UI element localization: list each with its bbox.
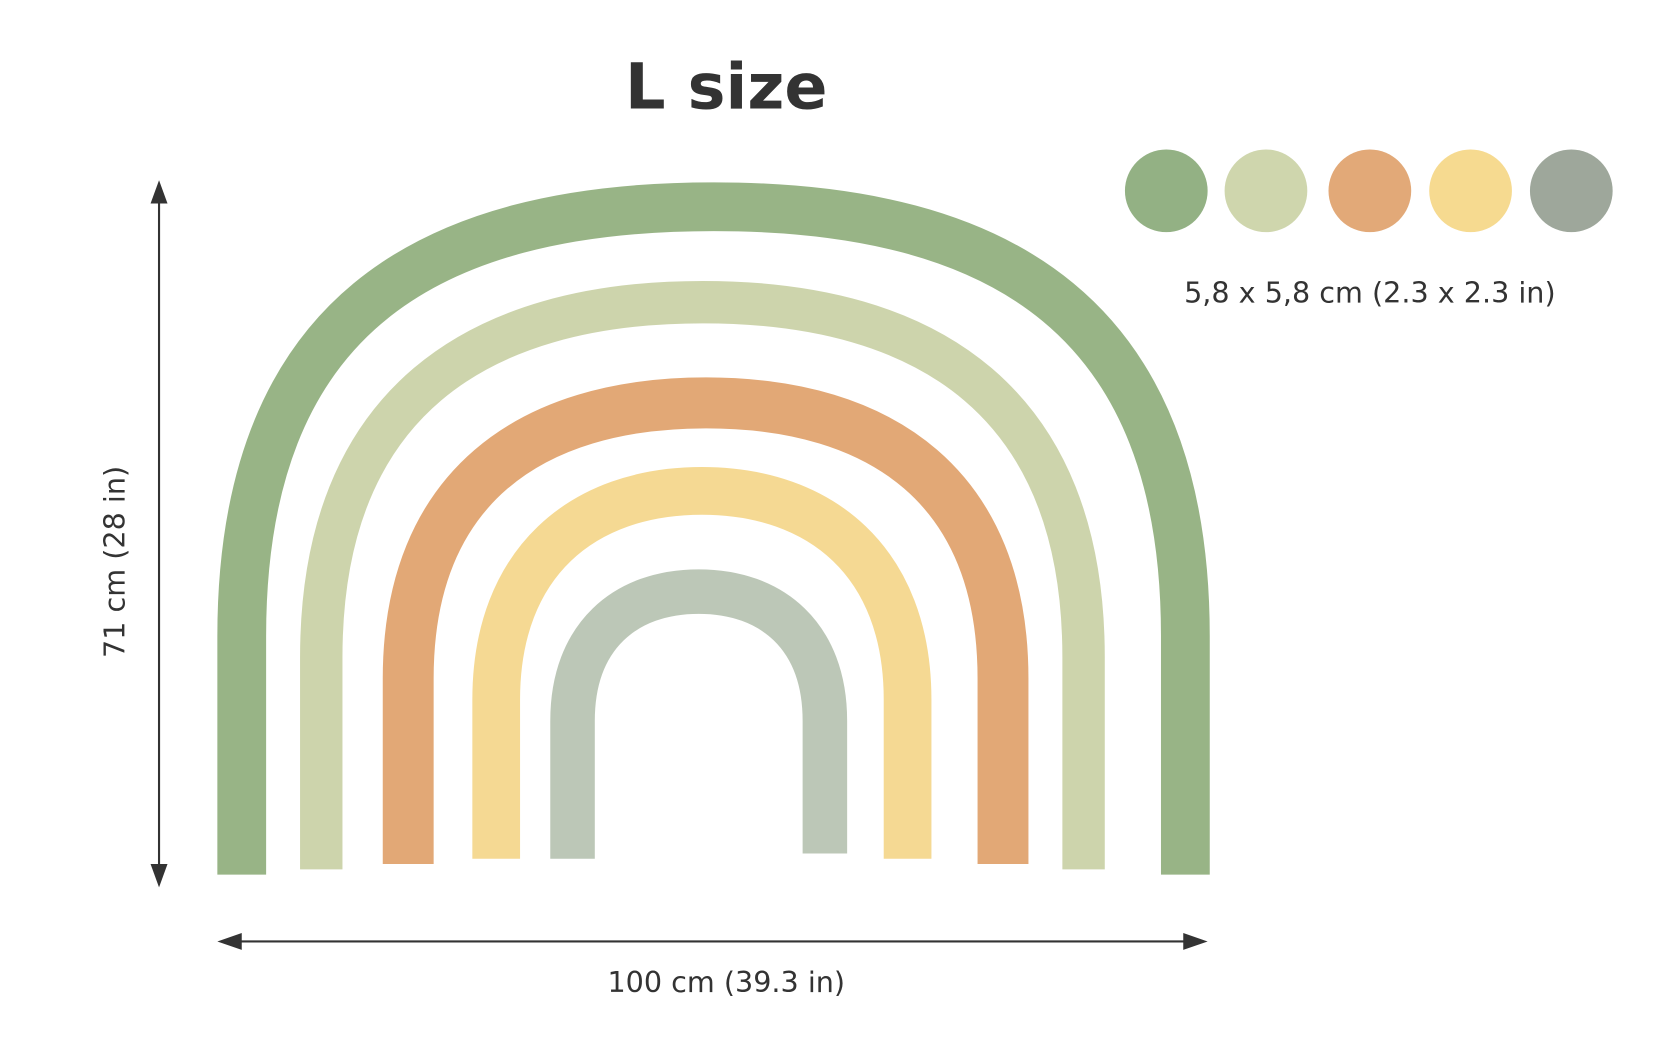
color-dot [1429,149,1512,233]
color-dot [1224,149,1308,233]
arch-grey-green [550,569,848,859]
arch-green [217,182,1210,875]
height-label: 71 cm (28 in) [98,466,132,658]
color-dot [1124,149,1208,233]
dots-size-label: 5,8 x 5,8 cm (2.3 x 2.3 in) [1184,276,1556,310]
color-dot [1328,149,1412,233]
arch-light-green [300,280,1105,870]
width-label: 100 cm (39.3 in) [607,965,845,999]
color-dot [1529,149,1613,233]
arch-yellow [472,467,932,859]
title: L size [625,51,828,125]
arch-orange [382,377,1029,865]
width-arrow [217,932,1208,950]
height-arrow [150,180,168,888]
